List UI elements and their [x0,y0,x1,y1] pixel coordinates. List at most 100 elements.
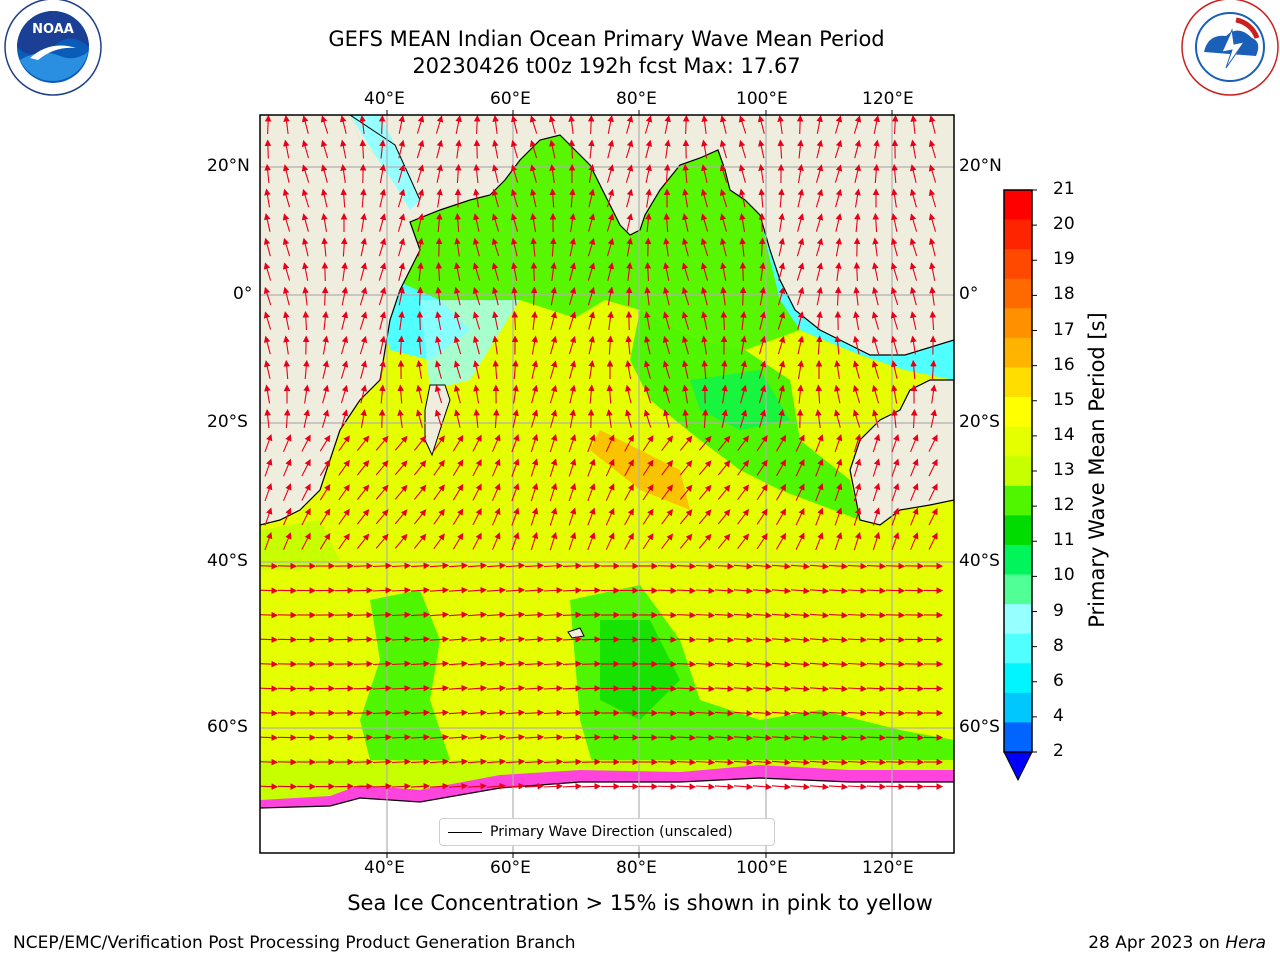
nws-logo [1181,0,1279,96]
wave-vector [372,660,393,668]
wave-vector [719,213,728,232]
wave-vector [391,685,412,692]
colorbar-swatch [1004,515,1032,546]
wave-vector [530,261,538,282]
wave-vector [264,115,272,135]
wave-vector [739,286,747,306]
wave-vector [282,213,291,232]
wave-vector [581,611,602,619]
wave-vector [872,531,881,551]
wave-vector [353,783,374,790]
wave-vector [410,562,431,570]
wave-vector [695,636,716,643]
wave-vector [797,335,804,355]
wave-vector [360,384,368,404]
wave-vector [720,262,727,281]
wave-vector [661,459,674,476]
wave-vector [795,507,805,526]
wave-vector [282,507,292,526]
wave-vector [505,562,526,570]
wave-vector [413,509,427,525]
wave-vector [891,507,900,526]
wave-vector [645,212,652,233]
lat-tick-right: 20°N [959,156,1002,176]
wave-vector [360,188,367,208]
wave-vector [739,261,747,282]
wave-vector [562,758,583,766]
wave-vector [260,611,279,619]
wave-vector [486,709,507,717]
wave-vector [264,213,271,232]
wave-vector [701,335,708,355]
wave-vector [676,685,697,692]
wave-vector [797,139,804,159]
wave-vector [587,115,595,135]
wave-vector [643,335,651,355]
wave-vector [353,709,374,717]
wave-vector [701,311,708,330]
wave-vector [510,188,519,208]
colorbar-swatch [1004,692,1032,723]
wave-vector [359,115,366,134]
wave-vector [415,409,423,428]
wave-vector [809,660,830,668]
wave-vector [679,435,693,451]
wave-vector [379,139,386,159]
wave-vector [467,782,488,790]
wave-vector [642,435,654,452]
wave-vector [378,237,387,257]
wave-vector [719,237,727,257]
wave-vector [429,758,450,766]
wave-vector [662,286,670,306]
wave-vector [378,115,386,135]
wave-vector [717,460,731,476]
wave-vector [491,213,500,232]
lat-tick-left: 0° [233,284,253,304]
wave-vector [834,360,841,379]
wave-vector [663,212,671,233]
wave-vector [398,262,406,281]
wave-vector [491,532,501,551]
wave-vector [662,360,671,379]
wave-vector [835,213,843,232]
wave-vector [797,164,804,183]
wave-vector [607,262,615,281]
wave-vector [834,482,843,502]
wave-vector [852,335,860,355]
wave-vector [511,433,520,453]
wave-vector [529,139,538,159]
wave-vector [752,758,773,766]
wave-vector [473,163,480,184]
wave-vector [758,409,767,428]
wave-vector [828,636,849,644]
wave-vector [815,532,824,551]
wave-vector [436,212,443,233]
wave-vector [353,636,374,643]
wave-vector [455,115,462,134]
wave-vector [737,459,750,476]
wave-vector [700,286,708,306]
wave-vector [510,139,519,159]
wave-vector [885,734,906,741]
wave-vector [569,213,576,232]
wave-vector [663,262,670,281]
wave-vector [909,262,918,281]
wave-vector [815,434,824,453]
wave-vector [834,531,843,551]
wave-vector [701,139,708,159]
lon-tick-bottom: 120°E [862,858,914,878]
wave-vector [340,335,349,355]
wave-vector [777,139,785,159]
wave-vector [871,335,880,355]
wave-vector [852,360,860,379]
wave-vector [871,360,880,379]
wave-vector [790,685,811,693]
wave-vector [378,262,387,281]
wave-vector [587,262,596,281]
wave-vector [738,115,747,134]
wave-vector [758,188,765,208]
wave-vector [283,115,290,134]
wave-vector [657,660,678,668]
wave-vector [605,434,615,452]
wave-vector [928,213,937,232]
